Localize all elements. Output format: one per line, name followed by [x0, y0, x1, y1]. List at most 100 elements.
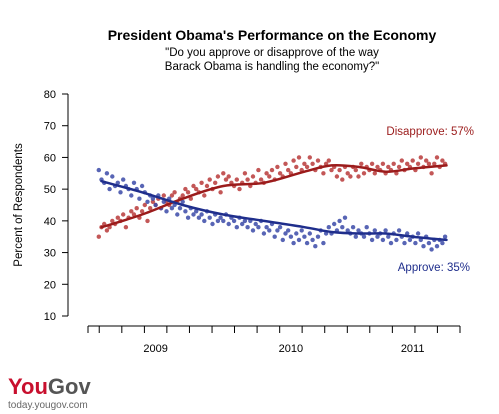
disapprove-point [307, 155, 312, 160]
approve-point [275, 228, 280, 233]
approve-point [337, 218, 342, 224]
approve-point [407, 237, 413, 243]
approve-point [380, 237, 386, 243]
disapprove-point [440, 158, 445, 163]
approve-point [118, 190, 123, 195]
approve-point [296, 237, 302, 243]
chart-title: President Obama's Performance on the Eco… [108, 27, 437, 43]
disapprove-point [291, 158, 296, 163]
approve-point [396, 228, 402, 233]
disapprove-point [234, 177, 239, 182]
approve-point [356, 228, 361, 233]
disapprove-point [172, 190, 177, 195]
approve-point [421, 244, 426, 249]
disapprove-point [310, 161, 315, 166]
approve-point [364, 225, 369, 230]
approve-point [110, 174, 115, 179]
disapprove-point [267, 174, 272, 179]
y-tick-label: 60 [44, 152, 56, 164]
disapprove-point [353, 167, 358, 173]
disapprove-point [237, 186, 242, 192]
disapprove-point [356, 174, 361, 179]
approve-point [191, 212, 196, 217]
approve-point [326, 225, 331, 230]
disapprove-point [386, 164, 391, 170]
disapprove-point [334, 174, 340, 179]
approve-point [177, 206, 183, 211]
chart-subtitle-line2: Barack Obama is handling the economy?" [165, 61, 379, 73]
svg-text:YouGov: YouGov [8, 374, 91, 399]
disapprove-point [123, 225, 129, 230]
disapprove-point [277, 171, 283, 176]
disapprove-point [418, 155, 423, 160]
approve-point [405, 231, 410, 236]
disapprove-point [199, 180, 204, 185]
approve-point [185, 215, 191, 220]
approve-point [340, 225, 345, 230]
approve-point [256, 225, 261, 230]
approve-point [353, 234, 358, 239]
disapprove-point [134, 206, 139, 211]
disapprove-end-label: Disapprove: 57% [386, 126, 474, 138]
approve-point [288, 234, 294, 239]
approve-point [388, 240, 394, 246]
series-end-labels: Disapprove: 57% Approve: 35% [386, 126, 474, 274]
disapprove-point [129, 209, 134, 214]
approve-point [272, 234, 277, 239]
logo-gov: Gov [48, 374, 92, 399]
disapprove-point [191, 183, 196, 189]
disapprove-point [226, 174, 231, 179]
approve-trend-line [100, 179, 448, 242]
disapprove-point [434, 155, 440, 160]
disapprove-point [104, 228, 110, 233]
disapprove-point [121, 212, 126, 217]
disapprove-point [204, 183, 210, 189]
disapprove-point [340, 177, 345, 182]
approve-point [129, 193, 134, 198]
approve-point [302, 234, 307, 239]
approve-point [332, 221, 337, 227]
disapprove-point [213, 180, 218, 185]
x-axis: 2009 2010 2011 [87, 325, 461, 355]
disapprove-point [110, 218, 115, 224]
approve-point [215, 218, 221, 224]
y-tick-label: 40 [44, 216, 56, 228]
approve-point [386, 234, 391, 239]
disapprove-point [148, 206, 153, 211]
disapprove-point [337, 167, 342, 173]
disapprove-point [399, 158, 404, 163]
approve-point [310, 237, 315, 243]
disapprove-point [275, 164, 280, 170]
disapprove-point [161, 193, 166, 198]
y-axis-title: Percent of Respondents [13, 143, 25, 267]
disapprove-point [429, 171, 434, 176]
disapprove-point [286, 167, 291, 173]
trend-lines [100, 163, 448, 242]
disapprove-point [188, 196, 193, 201]
approve-point [286, 228, 291, 233]
x-year-label: 2010 [279, 343, 303, 355]
approve-point [372, 228, 377, 233]
approve-point [121, 177, 126, 182]
approve-point [210, 221, 215, 227]
approve-point [240, 221, 245, 227]
disapprove-point [183, 186, 188, 192]
disapprove-point [256, 167, 261, 173]
approve-point [415, 231, 421, 236]
disapprove-point [426, 161, 432, 166]
approve-point [291, 240, 296, 246]
brand-url[interactable]: today.yougov.com [8, 400, 88, 411]
approve-point [221, 218, 226, 224]
approve-point [194, 209, 199, 214]
disapprove-point [329, 167, 334, 173]
approve-point [250, 228, 256, 233]
y-tick-label: 80 [44, 89, 56, 101]
disapprove-point [221, 171, 226, 176]
approve-point [267, 228, 272, 233]
approve-point [402, 240, 407, 246]
approve-point [253, 221, 258, 227]
y-tick-label: 10 [44, 311, 56, 323]
approve-point [261, 231, 267, 236]
approve-point [264, 225, 269, 230]
